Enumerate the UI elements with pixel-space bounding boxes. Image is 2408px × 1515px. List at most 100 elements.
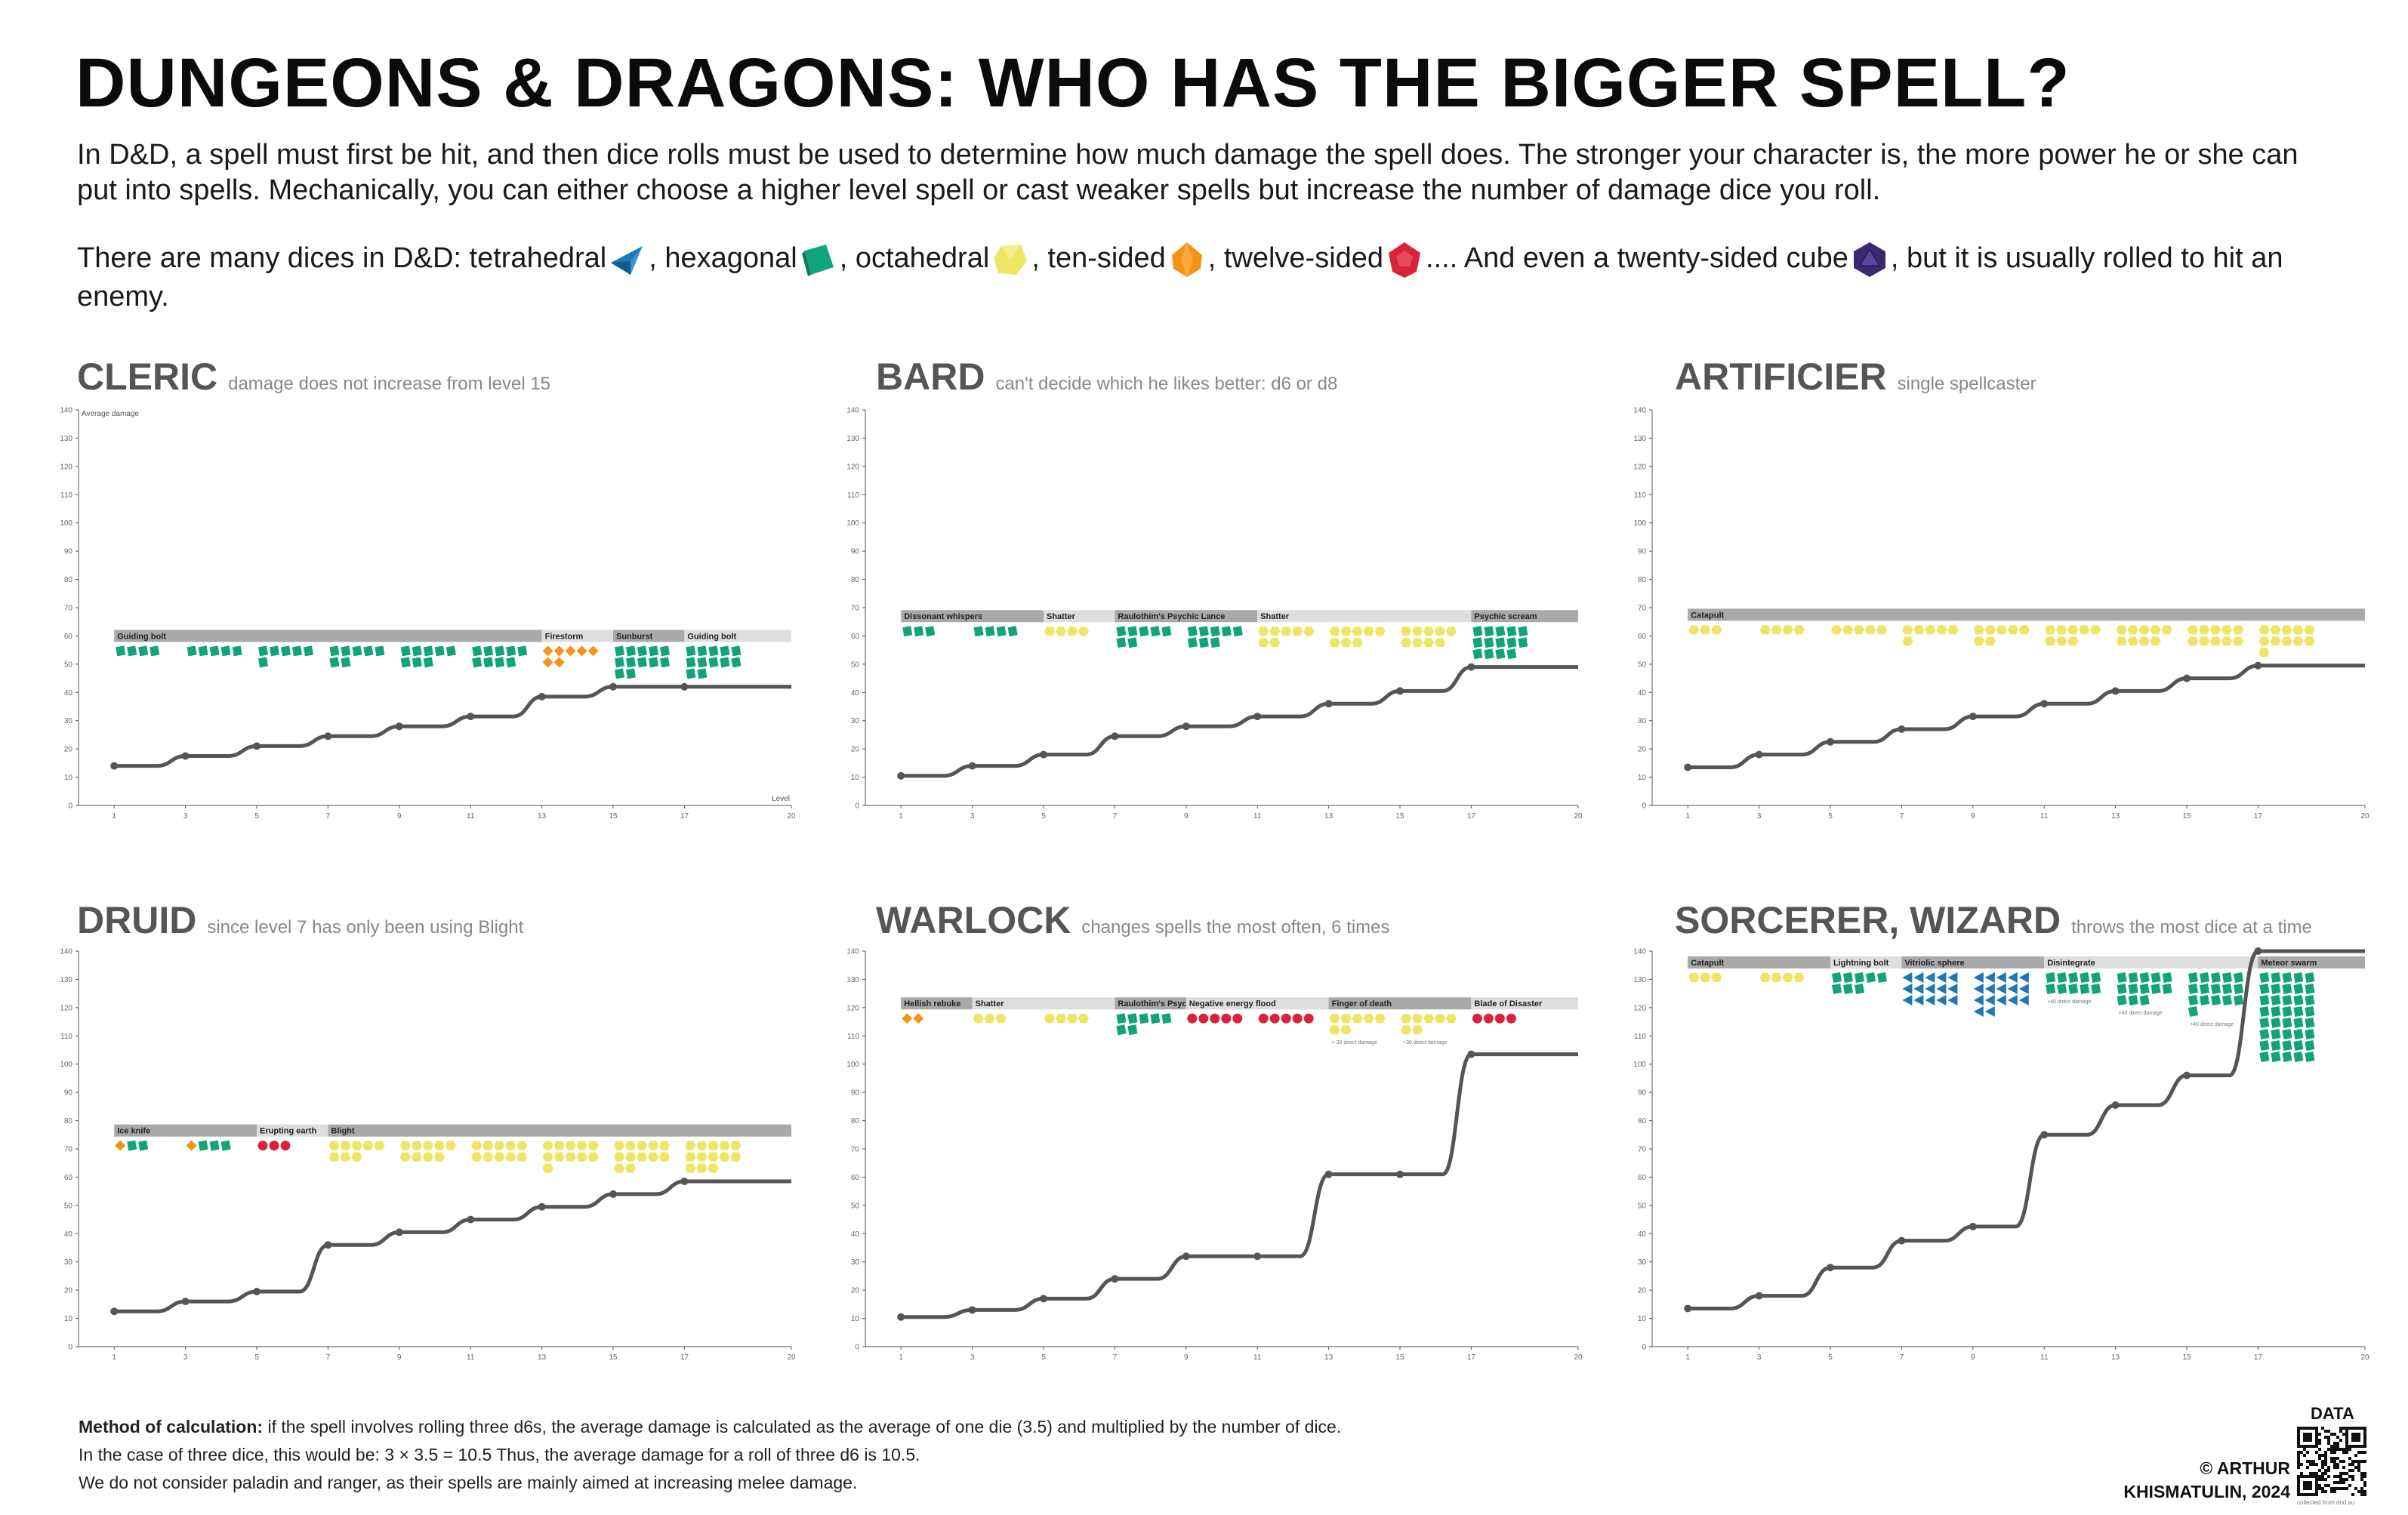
d6-die <box>446 645 456 657</box>
qr-module <box>2351 1445 2354 1448</box>
qr-module <box>2351 1427 2354 1430</box>
y-tick-label: 40 <box>851 689 860 697</box>
y-tick-label: 0 <box>68 1344 72 1352</box>
author-credit: © ARTHUR KHISMATULIN, 2024 <box>2123 1457 2290 1504</box>
x-tick-label: 7 <box>326 1353 331 1362</box>
d8-die <box>2221 625 2232 635</box>
d8-die <box>2292 636 2304 646</box>
d4-die <box>1996 994 2006 1005</box>
d8-die <box>2258 648 2270 657</box>
d8-die <box>1329 638 1340 648</box>
qr-module <box>2327 1466 2330 1469</box>
qr-module <box>2303 1487 2306 1490</box>
qr-module <box>2297 1493 2300 1496</box>
d8-die <box>995 1014 1007 1024</box>
spell-band <box>1901 956 2045 968</box>
qr-module <box>2360 1487 2363 1490</box>
d4-die <box>1984 1005 1995 1017</box>
d8-die <box>542 1163 553 1173</box>
d8-die <box>2138 625 2150 635</box>
x-tick-label: 13 <box>538 812 547 821</box>
d8-die <box>1401 1014 1411 1024</box>
data-point <box>1324 700 1333 708</box>
qr-module <box>2348 1448 2351 1451</box>
qr-module <box>2354 1439 2357 1442</box>
d6-die <box>400 645 411 657</box>
class-name: SORCERER, WIZARD <box>1675 899 2061 941</box>
panel-title-cleric: CLERIC damage does not increase from leve… <box>77 355 550 399</box>
d8-die <box>659 1152 670 1162</box>
d8-die <box>1947 625 1959 635</box>
d6-die <box>1495 626 1506 637</box>
d8-die <box>637 1152 647 1162</box>
qr-module <box>2345 1436 2348 1439</box>
x-tick-label: 20 <box>2360 812 2369 821</box>
y-tick-label: 30 <box>851 1258 860 1267</box>
d8-die <box>1782 972 1793 982</box>
y-tick-label: 120 <box>1633 463 1646 471</box>
d6-die <box>1855 972 1864 983</box>
d6-die <box>2293 1028 2304 1039</box>
y-tick-label: 90 <box>1638 548 1647 556</box>
y-tick-label: 40 <box>1638 689 1647 697</box>
credit-line-1: © ARTHUR <box>2200 1458 2290 1478</box>
x-tick-label: 20 <box>1574 812 1583 821</box>
d8-die <box>1412 1025 1423 1035</box>
d6-die <box>2068 983 2079 994</box>
qr-module <box>2327 1475 2330 1478</box>
d6-die <box>637 645 647 657</box>
d6-die <box>2293 1051 2304 1062</box>
qr-module <box>2330 1451 2333 1454</box>
data-point <box>395 722 403 731</box>
d8-die <box>2233 625 2243 635</box>
d8-die <box>2045 625 2056 635</box>
d6-die <box>2293 1017 2304 1028</box>
qr-module <box>2363 1475 2366 1478</box>
y-tick-label: 100 <box>60 1061 72 1069</box>
d6-die <box>1843 972 1853 983</box>
qr-module <box>2306 1460 2309 1463</box>
d8-die <box>1902 636 1913 646</box>
d6-die <box>2305 994 2315 1005</box>
d6-die <box>731 657 742 668</box>
d12-die <box>280 1141 291 1151</box>
d6-die <box>1139 1013 1149 1024</box>
qr-module <box>2333 1451 2336 1454</box>
d8-die <box>351 1152 362 1162</box>
qr-module <box>2351 1433 2354 1436</box>
d6-die <box>2091 983 2101 994</box>
qr-module <box>2312 1445 2315 1448</box>
qr-code-icon[interactable] <box>2297 1427 2366 1496</box>
d6-die <box>2057 972 2067 983</box>
d8-die <box>471 1141 483 1150</box>
qr-module <box>2357 1469 2360 1472</box>
spell-band <box>1186 997 1329 1010</box>
d6-die <box>1139 626 1149 637</box>
qr-module <box>2348 1463 2351 1466</box>
y-tick-label: 100 <box>1633 519 1646 528</box>
d8-die <box>2161 625 2172 635</box>
spell-band <box>1115 997 1186 1010</box>
d8-die <box>553 1141 565 1150</box>
qr-module <box>2363 1430 2366 1433</box>
d8-die <box>730 1141 742 1150</box>
d6-die <box>198 645 208 657</box>
d6-die <box>2151 983 2161 994</box>
qr-module <box>2297 1451 2300 1454</box>
x-tick-label: 17 <box>1467 1353 1476 1362</box>
d10-die <box>553 645 565 657</box>
d6-die <box>1484 637 1494 648</box>
d8-die <box>1435 627 1445 636</box>
qr-module <box>2297 1427 2300 1430</box>
d6-die <box>423 657 433 668</box>
spell-band <box>1471 997 1578 1010</box>
y-tick-label: 50 <box>851 661 860 669</box>
qr-module <box>2309 1436 2312 1439</box>
d8-die <box>1258 627 1269 636</box>
qr-module <box>2327 1484 2330 1487</box>
spell-label: Firestorm <box>545 632 584 641</box>
d6-die <box>2305 1028 2315 1039</box>
d8-die <box>648 1152 658 1162</box>
d8-die <box>2304 636 2315 646</box>
d8-die <box>1067 1014 1078 1024</box>
